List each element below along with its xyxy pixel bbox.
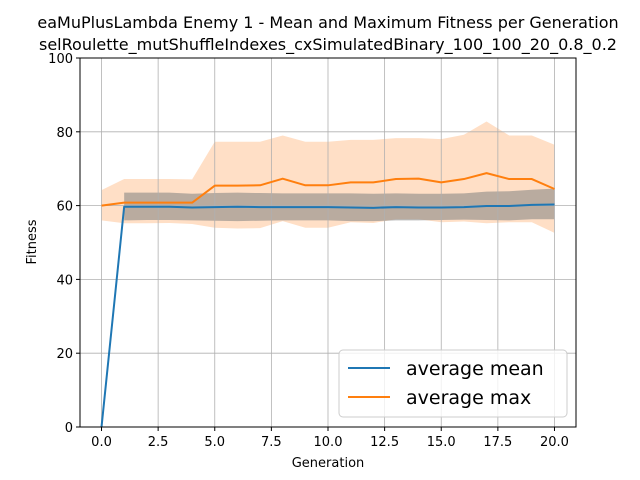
band-average-mean	[124, 188, 555, 222]
grid-lines	[80, 57, 576, 428]
legend-label-average-max: average max	[406, 387, 531, 409]
x-tick-label: 17.5	[483, 435, 512, 450]
series-line-average-mean	[100, 203, 555, 428]
y-tick-label: 40	[56, 273, 73, 288]
series-line-average-max	[101, 172, 555, 207]
x-axis-ticks: 0.0 2.5 5.0 7.5 10.0 12.5 15.0 17.5 20.0	[91, 427, 569, 450]
x-tick-label: 7.5	[261, 435, 282, 450]
y-tick-label: 20	[56, 347, 73, 362]
y-tick-label: 60	[56, 200, 73, 215]
x-tick-label: 20.0	[540, 435, 569, 450]
y-axis-ticks: 0 20 40 60 80 100	[48, 52, 80, 436]
y-tick-label: 0	[65, 421, 73, 436]
x-tick-label: 10.0	[314, 435, 343, 450]
chart-subtitle: selRoulette_mutShuffleIndexes_cxSimulate…	[39, 35, 617, 55]
y-axis-label: Fitness	[25, 219, 40, 264]
legend: average mean average max	[338, 349, 568, 418]
x-axis-label: Generation	[292, 456, 365, 471]
legend-label-average-mean: average mean	[406, 358, 544, 380]
x-tick-label: 5.0	[204, 435, 225, 450]
x-tick-label: 0.0	[91, 435, 112, 450]
legend-box	[338, 349, 568, 418]
x-tick-label: 15.0	[427, 435, 456, 450]
y-tick-label: 80	[56, 126, 73, 141]
chart-title: eaMuPlusLambda Enemy 1 - Mean and Maximu…	[37, 13, 618, 32]
series-lines	[100, 172, 555, 428]
x-tick-label: 12.5	[370, 435, 399, 450]
x-tick-label: 2.5	[148, 435, 169, 450]
y-tick-label: 100	[48, 52, 73, 67]
